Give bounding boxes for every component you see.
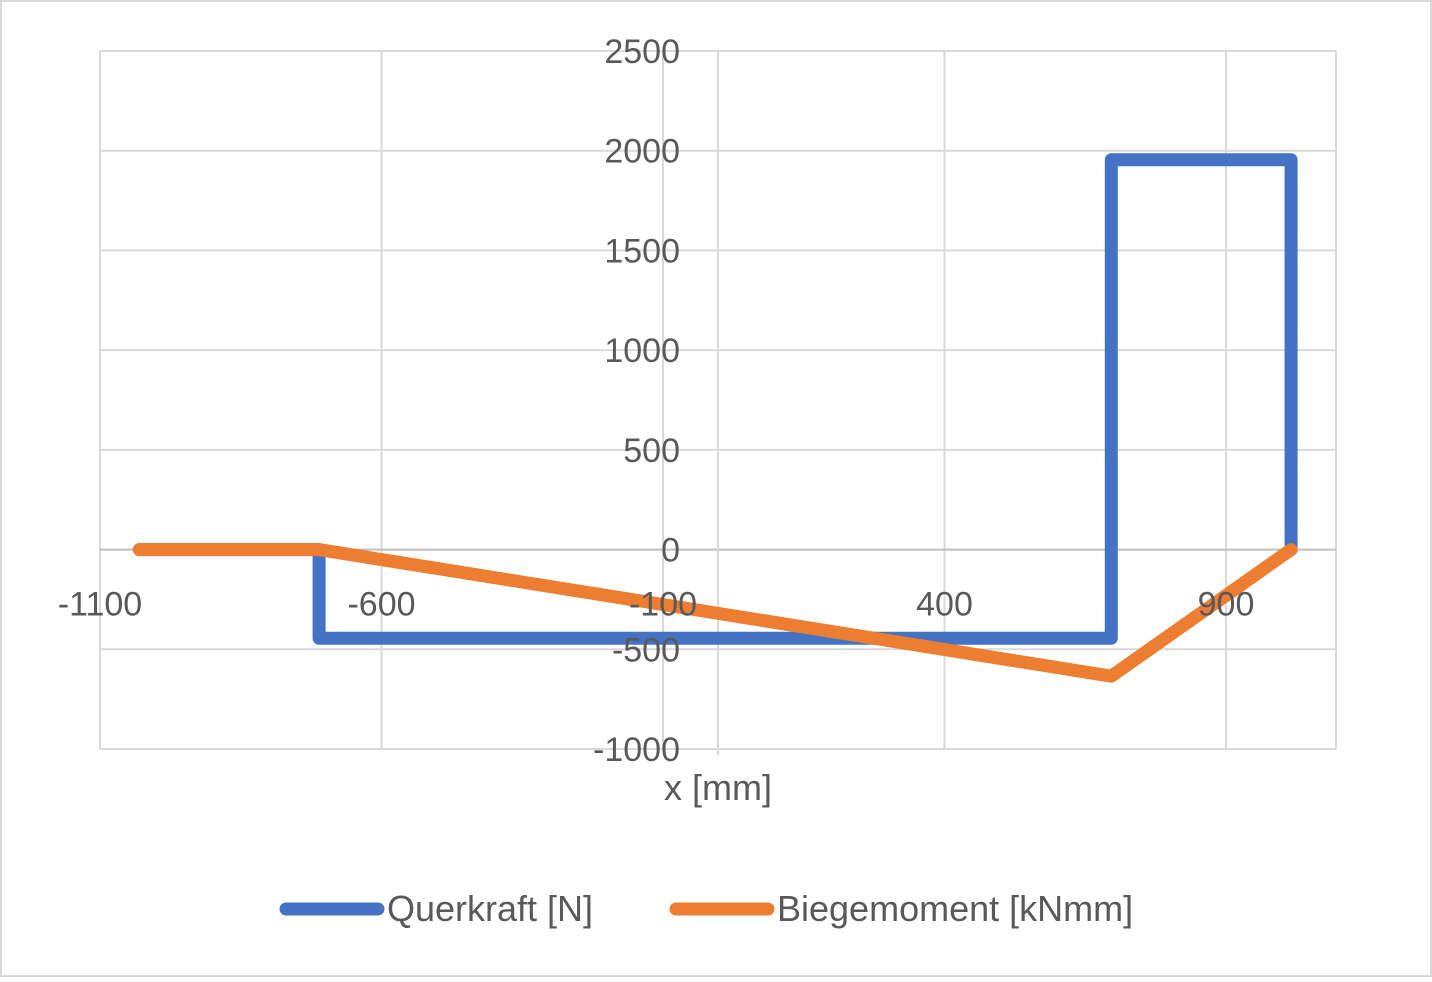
y-tick-labels: -1000 -500 0 500 1000 1500 2000 2500 [593, 33, 680, 769]
y-tick-label: 2000 [604, 133, 680, 171]
legend-label-2: Biegemoment [kNmm] [777, 888, 1133, 929]
x-tick-label: -600 [347, 586, 415, 624]
x-tick-label: 400 [916, 586, 973, 624]
y-tick-label: 2500 [604, 33, 680, 71]
legend-label-1: Querkraft [N] [387, 888, 593, 929]
x-tick-label: 900 [1198, 586, 1255, 624]
x-axis-title: x [mm] [664, 767, 772, 808]
x-tick-label: -100 [629, 586, 697, 624]
x-tick-label: -1100 [58, 586, 142, 624]
y-tick-label: -1000 [593, 731, 680, 769]
y-tick-label: 1000 [604, 332, 680, 370]
y-tick-label: 0 [661, 532, 680, 570]
y-tick-label: 1500 [604, 232, 680, 270]
y-tick-label: -500 [612, 631, 680, 669]
series-lines [132, 153, 1298, 683]
legend: Querkraft [N] Biegemoment [kNmm] [279, 888, 1133, 929]
x-tick-labels: -1100 -600 -100 400 900 [58, 586, 1255, 624]
y-tick-label: 500 [623, 432, 680, 470]
series-line-2 [132, 543, 1298, 683]
